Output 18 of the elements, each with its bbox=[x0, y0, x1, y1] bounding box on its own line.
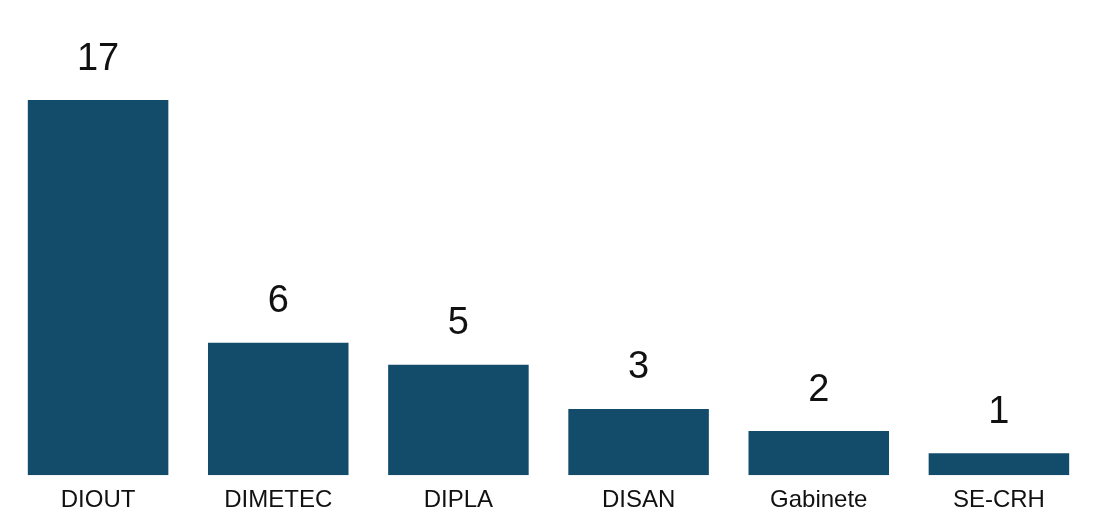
bar bbox=[928, 453, 1070, 476]
bar bbox=[748, 431, 890, 476]
data-label: 17 bbox=[76, 35, 120, 78]
data-label: 5 bbox=[447, 300, 469, 343]
bar bbox=[27, 100, 169, 476]
x-tick-label: DIMETEC bbox=[224, 485, 333, 513]
x-tick-label: SE-CRH bbox=[952, 485, 1045, 513]
data-label: 2 bbox=[808, 366, 830, 409]
bar bbox=[207, 342, 349, 476]
data-label: 6 bbox=[267, 278, 289, 321]
data-label: 3 bbox=[628, 344, 650, 387]
data-label: 1 bbox=[988, 388, 1010, 431]
x-tick-label: DISAN bbox=[601, 485, 676, 513]
x-tick-label: Gabinete bbox=[770, 485, 868, 513]
x-tick-label: DIOUT bbox=[60, 485, 136, 513]
x-tick-label: DIPLA bbox=[423, 485, 494, 513]
bar bbox=[568, 409, 709, 476]
bar bbox=[388, 364, 529, 476]
